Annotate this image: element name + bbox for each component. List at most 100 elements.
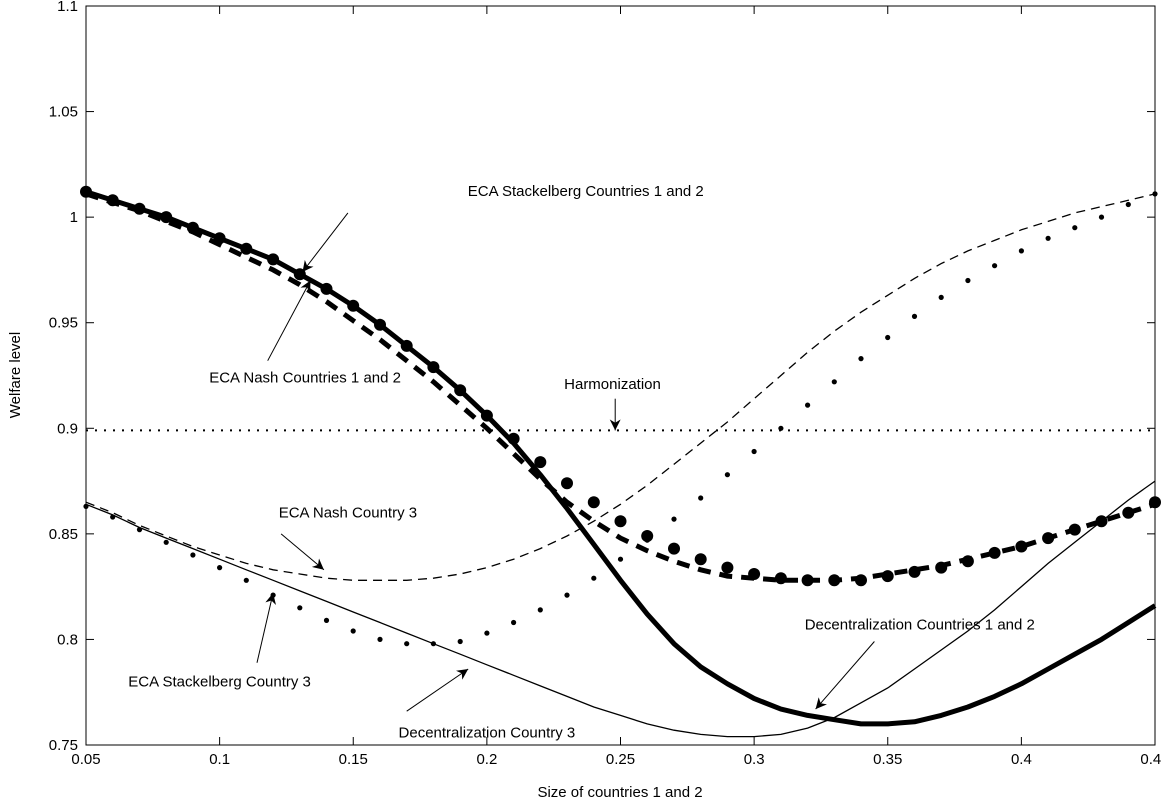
series-3-large-dots-point-38: [1068, 523, 1081, 536]
series-3-large-dots-point-16: [480, 409, 493, 422]
series-6-small-dots-point-6: [217, 565, 223, 571]
series-3-large-dots-point-26: [748, 568, 761, 580]
series-6-small-dots-point-5: [190, 552, 196, 558]
annotation-arrow-6: [815, 641, 875, 710]
annotation-label-3: Harmonization: [564, 376, 661, 393]
series-3-large-dots-point-40: [1122, 506, 1135, 519]
series-3-large-dots-point-29: [828, 574, 841, 587]
series-3-large-dots-point-12: [374, 318, 386, 331]
series-6-small-dots-point-40: [1125, 201, 1131, 208]
annotation-arrow-1: [302, 212, 349, 273]
y-tick-label: 0.9: [57, 420, 78, 437]
series-6-small-dots-point-19: [564, 592, 570, 598]
series-3-large-dots-point-22: [641, 530, 654, 542]
series-6-small-dots-point-7: [243, 577, 249, 583]
series-3-large-dots-point-33: [935, 561, 948, 574]
series-3-large-dots-point-17: [507, 432, 520, 445]
y-tick-label: 1: [70, 209, 78, 226]
series-3-large-dots-point-3: [133, 202, 146, 215]
series-3-large-dots-point-21: [614, 515, 627, 528]
series-3-large-dots-point-6: [213, 232, 226, 245]
tick-layer: 0.05 0.1 0.15 0.2 0.25 0.3 0.35 0.4 0.45 0.75 0.8 0…: [49, 0, 1161, 768]
series-3-large-dots-point-32: [908, 565, 921, 578]
series-3-large-dots-point-30: [855, 574, 867, 587]
x-tick-label: 0.4: [1011, 751, 1032, 768]
x-tick-label: 0.1: [209, 751, 230, 768]
annotation-arrow-4: [280, 533, 325, 571]
annotation-label-5: ECA Stackelberg Country 3: [128, 674, 311, 691]
series-3-large-dots-point-14: [427, 361, 440, 374]
series-3-large-dots-point-36: [1015, 540, 1028, 553]
series-6-small-dots-point-36: [1018, 248, 1024, 254]
series-3-large-dots-point-24: [694, 553, 707, 566]
series-6-small-dots-point-13: [404, 641, 410, 647]
series-3-large-dots-point-23: [668, 542, 680, 555]
series-6-small-dots-point-23: [671, 516, 677, 522]
y-tick-label: 0.75: [49, 737, 78, 754]
series-6-small-dots: [83, 191, 1158, 647]
series-3-large-dots-point-20: [587, 496, 600, 509]
series-6-small-dots-point-32: [911, 313, 918, 319]
plot-area-background: [86, 6, 1155, 745]
series-3-large-dots-point-37: [1042, 532, 1055, 545]
series-3-large-dots-point-18: [534, 456, 547, 469]
y-tick-label: 1.1: [57, 0, 78, 15]
series-6-small-dots-point-10: [323, 617, 330, 624]
series-6-small-dots-point-16: [484, 630, 490, 636]
x-tick-label: 0.35: [873, 751, 902, 768]
x-tick-label: 0.25: [606, 751, 635, 768]
annotation-label-1: ECA Stackelberg Countries 1 and 2: [468, 183, 704, 200]
series-6-small-dots-point-38: [1072, 225, 1078, 231]
annotation-arrow-5: [256, 592, 276, 663]
series-6-small-dots-point-37: [1045, 235, 1051, 241]
series-3-large-dots-point-10: [320, 282, 333, 295]
series-6-small-dots-point-11: [350, 628, 356, 634]
x-tick-label: 0.2: [476, 751, 497, 768]
series-6-small-dots-point-27: [778, 425, 784, 431]
series-3-large-dots-point-15: [454, 384, 467, 397]
series-3-large-dots-point-2: [106, 194, 119, 207]
y-tick-label: 0.8: [57, 631, 78, 648]
annotation-label-2: ECA Nash Countries 1 and 2: [209, 370, 401, 387]
y-tick-label: 0.95: [49, 315, 78, 332]
series-6-small-dots-point-20: [591, 575, 597, 581]
series-2-thick-dashed: [85, 191, 1156, 583]
annotation-layer: ECA Stackelberg Countries 1 and 2 ECA Nas…: [128, 183, 1035, 741]
x-tick-label: 0.45: [1140, 751, 1161, 768]
series-3-large-dots: [80, 185, 1161, 587]
series-3-large-dots-point-25: [721, 561, 734, 574]
series-layer: [80, 185, 1161, 738]
series-3-large-dots-point-13: [400, 339, 413, 352]
series-6-small-dots-point-33: [938, 294, 944, 300]
series-6-small-dots-point-30: [858, 356, 864, 362]
y-tick-label: 0.85: [49, 526, 78, 543]
annotation-label-7: Decentralization Country 3: [399, 724, 576, 741]
series-3-large-dots-point-5: [186, 221, 199, 234]
series-1-thick-solid: [85, 189, 1157, 727]
x-axis-title: Size of countries 1 and 2: [537, 784, 702, 801]
series-6-small-dots-point-28: [805, 402, 811, 408]
series-7-thin-solid: [85, 480, 1156, 738]
series-3-large-dots-point-35: [988, 546, 1001, 559]
series-3-large-dots-point-7: [240, 242, 253, 255]
series-6-small-dots-point-24: [698, 495, 704, 501]
annotation-label-6: Decentralization Countries 1 and 2: [805, 617, 1035, 634]
series-3-large-dots-point-8: [267, 253, 280, 266]
x-tick-label: 0.3: [744, 751, 765, 768]
series-6-small-dots-point-34: [965, 277, 971, 284]
series-3-large-dots-point-31: [881, 570, 894, 583]
series-6-small-dots-point-31: [885, 334, 891, 341]
series-6-small-dots-point-4: [163, 539, 169, 545]
series-6-small-dots-point-22: [644, 537, 650, 543]
series-6-small-dots-point-12: [377, 636, 383, 643]
series-6-small-dots-point-35: [992, 263, 998, 269]
series-6-small-dots-point-39: [1098, 214, 1105, 220]
series-3-large-dots-point-34: [961, 555, 974, 568]
series-6-small-dots-point-17: [510, 619, 517, 626]
series-6-small-dots-point-15: [457, 638, 463, 645]
x-tick-label: 0.15: [339, 751, 368, 768]
series-3-large-dots-point-27: [774, 572, 787, 585]
series-3-large-dots-point-28: [801, 574, 814, 587]
series-6-small-dots-point-9: [297, 605, 303, 611]
